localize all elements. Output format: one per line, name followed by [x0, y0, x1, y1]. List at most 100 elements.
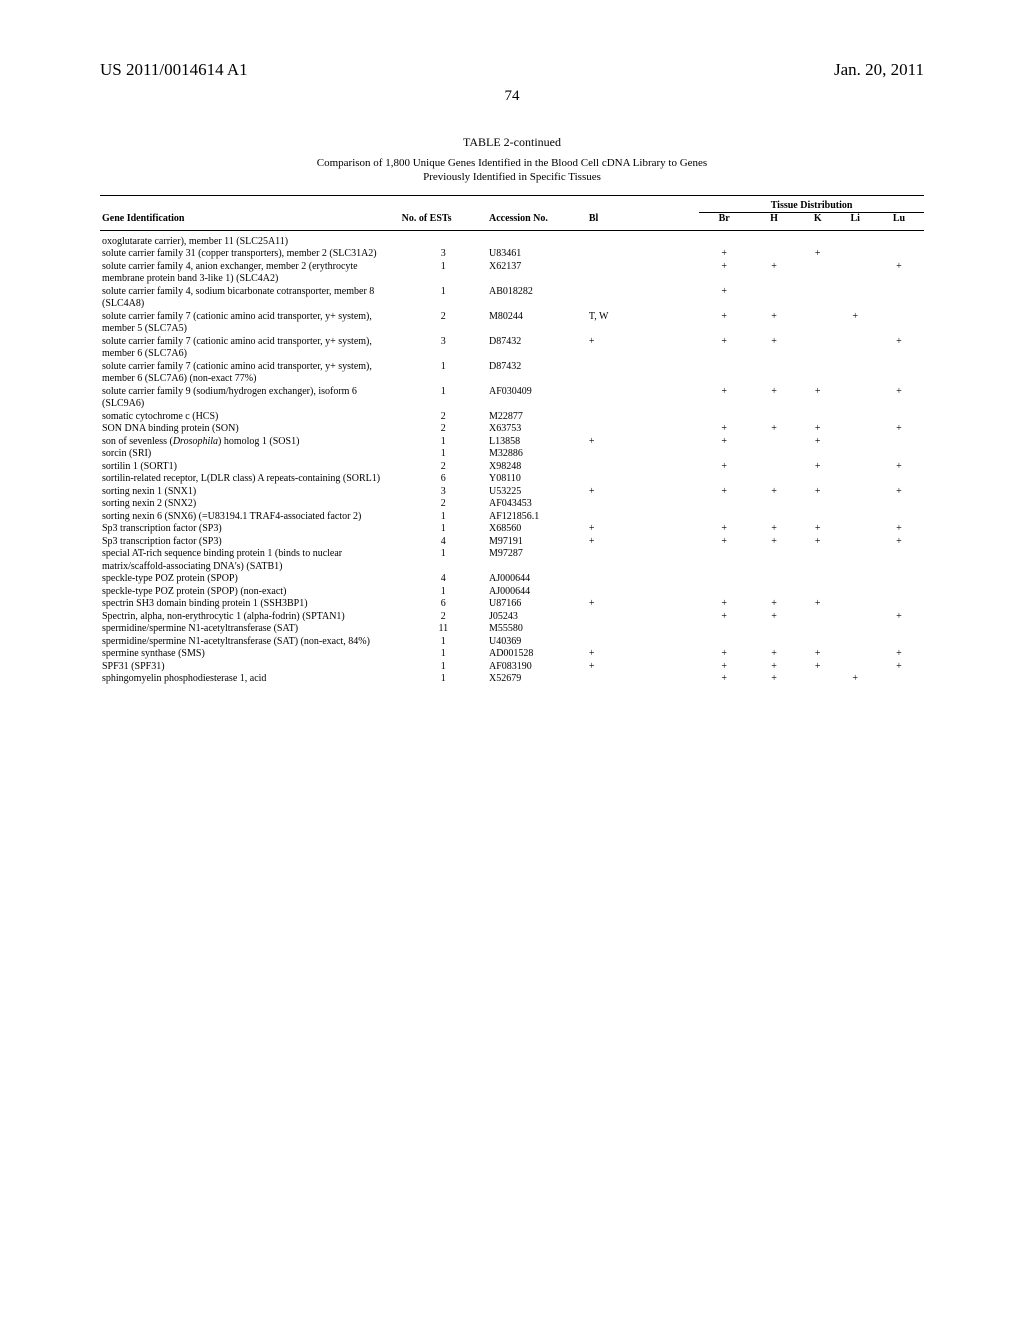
li-cell: [836, 436, 873, 449]
h-cell: +: [749, 536, 799, 549]
li-cell: [836, 423, 873, 436]
accession-cell: X98248: [487, 461, 587, 474]
accession-cell: J05243: [487, 611, 587, 624]
li-cell: [836, 548, 873, 573]
h-cell: +: [749, 661, 799, 674]
h-cell: [749, 623, 799, 636]
ests-cell: 1: [400, 448, 487, 461]
br-cell: [699, 573, 749, 586]
li-cell: [836, 473, 873, 486]
k-cell: +: [799, 461, 836, 474]
k-cell: [799, 623, 836, 636]
table-row: SON DNA binding protein (SON)2X63753++++: [100, 423, 924, 436]
li-cell: [836, 498, 873, 511]
table-row: oxoglutarate carrier), member 11 (SLC25A…: [100, 230, 924, 248]
table-row: solute carrier family 7 (cationic amino …: [100, 336, 924, 361]
lu-cell: [874, 673, 924, 686]
col-gene: Gene Identification: [100, 213, 400, 231]
h-cell: +: [749, 648, 799, 661]
ests-cell: 6: [400, 473, 487, 486]
h-cell: +: [749, 611, 799, 624]
table-row: solute carrier family 4, sodium bicarbon…: [100, 286, 924, 311]
lu-cell: [874, 448, 924, 461]
accession-cell: M22877: [487, 411, 587, 424]
bl-cell: +: [587, 486, 699, 499]
lu-cell: +: [874, 336, 924, 361]
k-cell: [799, 636, 836, 649]
k-cell: +: [799, 248, 836, 261]
accession-cell: M32886: [487, 448, 587, 461]
bl-cell: [587, 586, 699, 599]
ests-cell: 1: [400, 361, 487, 386]
gene-cell: solute carrier family 7 (cationic amino …: [100, 336, 400, 361]
li-cell: +: [836, 673, 873, 686]
lu-cell: +: [874, 486, 924, 499]
li-cell: [836, 261, 873, 286]
table-row: sorcin (SRI)1M32886: [100, 448, 924, 461]
k-cell: +: [799, 436, 836, 449]
bl-cell: [587, 448, 699, 461]
lu-cell: +: [874, 423, 924, 436]
br-cell: +: [699, 248, 749, 261]
ests-cell: 1: [400, 636, 487, 649]
h-cell: +: [749, 386, 799, 411]
li-cell: [836, 411, 873, 424]
li-cell: [836, 336, 873, 361]
gene-cell: oxoglutarate carrier), member 11 (SLC25A…: [100, 230, 400, 248]
bl-cell: +: [587, 523, 699, 536]
br-cell: +: [699, 523, 749, 536]
bl-cell: [587, 248, 699, 261]
k-cell: [799, 573, 836, 586]
col-accession: Accession No.: [487, 213, 587, 231]
li-cell: [836, 523, 873, 536]
h-cell: [749, 361, 799, 386]
k-cell: [799, 498, 836, 511]
gene-cell: speckle-type POZ protein (SPOP): [100, 573, 400, 586]
bl-cell: [587, 548, 699, 573]
h-cell: [749, 473, 799, 486]
gene-cell: son of sevenless (Drosophila) homolog 1 …: [100, 436, 400, 449]
lu-cell: +: [874, 661, 924, 674]
lu-cell: +: [874, 261, 924, 286]
table-row: Spectrin, alpha, non-erythrocytic 1 (alp…: [100, 611, 924, 624]
gene-cell: SPF31 (SPF31): [100, 661, 400, 674]
gene-cell: SON DNA binding protein (SON): [100, 423, 400, 436]
col-k: K: [799, 213, 836, 231]
table-row: sorting nexin 1 (SNX1)3U53225+++++: [100, 486, 924, 499]
gene-cell: Sp3 transcription factor (SP3): [100, 523, 400, 536]
col-br: Br: [699, 213, 749, 231]
lu-cell: [874, 286, 924, 311]
bl-cell: [587, 636, 699, 649]
gene-cell: solute carrier family 9 (sodium/hydrogen…: [100, 386, 400, 411]
h-cell: [749, 448, 799, 461]
table-row: sortilin 1 (SORT1)2X98248+++: [100, 461, 924, 474]
br-cell: +: [699, 648, 749, 661]
bl-cell: [587, 461, 699, 474]
accession-cell: [487, 230, 587, 248]
accession-cell: M55580: [487, 623, 587, 636]
ests-cell: 1: [400, 586, 487, 599]
bl-cell: [587, 473, 699, 486]
bl-cell: +: [587, 648, 699, 661]
br-cell: [699, 361, 749, 386]
br-cell: [699, 586, 749, 599]
bl-cell: [587, 673, 699, 686]
col-li: Li: [836, 213, 873, 231]
table-row: sortilin-related receptor, L(DLR class) …: [100, 473, 924, 486]
ests-cell: 1: [400, 661, 487, 674]
accession-cell: AF030409: [487, 386, 587, 411]
lu-cell: [874, 573, 924, 586]
k-cell: [799, 311, 836, 336]
k-cell: [799, 611, 836, 624]
h-cell: +: [749, 598, 799, 611]
lu-cell: [874, 411, 924, 424]
lu-cell: +: [874, 461, 924, 474]
lu-cell: [874, 498, 924, 511]
br-cell: [699, 498, 749, 511]
bl-cell: +: [587, 661, 699, 674]
h-cell: [749, 573, 799, 586]
gene-cell: special AT-rich sequence binding protein…: [100, 548, 400, 573]
lu-cell: [874, 511, 924, 524]
accession-cell: U87166: [487, 598, 587, 611]
lu-cell: +: [874, 386, 924, 411]
